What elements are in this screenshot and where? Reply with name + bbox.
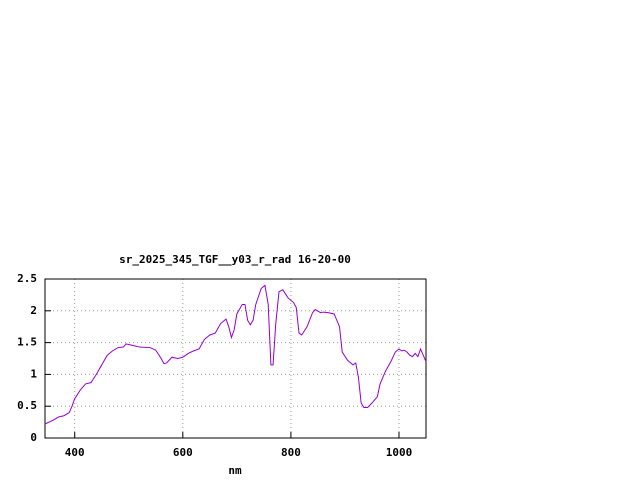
x-tick-label: 800 — [281, 446, 301, 459]
data-line — [44, 284, 427, 425]
chart-title: sr_2025_345_TGF__y03_r_rad 16-20-00 — [119, 253, 351, 266]
x-tick-label: 1000 — [386, 446, 413, 459]
y-tick-label: 1.5 — [17, 336, 37, 349]
y-tick-label: 0.5 — [17, 399, 37, 412]
x-axis-label: nm — [228, 464, 242, 477]
plot-border — [44, 278, 427, 439]
x-tick-label: 600 — [173, 446, 193, 459]
y-tick-label: 2.5 — [17, 272, 37, 285]
y-tick-label: 2 — [30, 304, 37, 317]
x-tick-label: 400 — [65, 446, 85, 459]
y-tick-label: 0 — [30, 431, 37, 444]
y-tick-label: 1 — [30, 367, 37, 380]
